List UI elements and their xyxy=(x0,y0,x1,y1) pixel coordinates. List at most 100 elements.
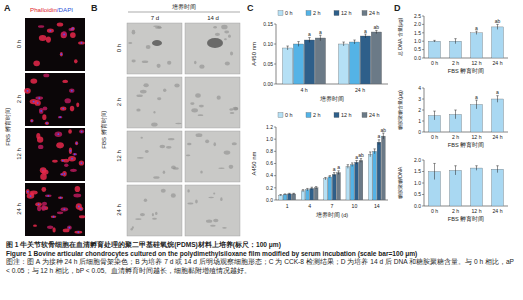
bar xyxy=(368,154,372,200)
cell-stain xyxy=(56,142,64,148)
significance-label: a xyxy=(378,133,381,139)
y-axis-label: A450 nm xyxy=(251,151,257,175)
cell-shape xyxy=(224,38,227,40)
cell-shape xyxy=(135,218,141,220)
error-cap xyxy=(351,162,353,163)
cell-stain xyxy=(58,116,63,118)
error-bar xyxy=(364,34,366,38)
cell-shape xyxy=(140,213,145,216)
cell-stain xyxy=(46,37,51,43)
x-axis-label: FBS 孵育时间 xyxy=(448,67,484,74)
bar xyxy=(328,177,332,200)
nucleus-stain xyxy=(62,108,64,110)
bar xyxy=(338,44,348,84)
error-stem xyxy=(434,40,435,42)
cell-stain xyxy=(55,131,63,136)
error-cap xyxy=(286,46,288,47)
y-tick-label: 4 xyxy=(418,85,421,91)
error-bar xyxy=(375,30,377,33)
cell-shape xyxy=(132,226,134,229)
row-label: 0 h xyxy=(16,40,22,48)
header-rule xyxy=(128,12,240,13)
bar xyxy=(360,36,370,84)
cell-stain xyxy=(72,153,77,155)
side-label: FBS 孵育时间 xyxy=(100,111,107,148)
bar xyxy=(377,142,381,200)
x-tick-label: 4 h xyxy=(300,87,307,93)
x-tick-label: 4 xyxy=(308,203,311,209)
header-part: Phalloidin xyxy=(30,6,57,13)
brightfield-image xyxy=(185,185,240,236)
bar xyxy=(349,42,359,84)
cell-stain xyxy=(41,187,46,192)
y-tick-label: 0.2 xyxy=(266,185,273,191)
cell-stain xyxy=(30,78,37,83)
y-tick-label: 1 xyxy=(418,118,421,124)
cell-stain xyxy=(62,80,68,83)
error-stem xyxy=(374,149,375,154)
legend-label: 12 h xyxy=(341,10,352,16)
error-cap xyxy=(433,40,435,41)
cell-stain xyxy=(68,156,76,162)
error-cap xyxy=(373,148,375,149)
cell-stain xyxy=(78,41,85,44)
cell-stain xyxy=(60,173,64,176)
cell-stain xyxy=(52,160,58,163)
cell-stain xyxy=(70,169,77,172)
error-cap xyxy=(382,133,384,134)
cell-stain xyxy=(69,148,72,154)
cell-stain xyxy=(70,32,76,38)
column-label: 14 d xyxy=(207,15,219,21)
cell-stain xyxy=(63,229,70,233)
y-tick-label: 2.0 xyxy=(414,157,421,163)
nucleus-stain xyxy=(76,142,78,144)
legend-swatch xyxy=(306,113,311,118)
legend-label: 24 h xyxy=(369,112,380,118)
nucleus-stain xyxy=(81,131,83,133)
error-stem xyxy=(329,176,330,178)
bar xyxy=(301,191,305,200)
brightfield-image xyxy=(185,77,240,128)
bar xyxy=(324,179,328,200)
cell-stain xyxy=(71,27,75,31)
fluorescence-image xyxy=(25,18,85,71)
x-tick-label: 12 h xyxy=(471,208,481,214)
cell-stain xyxy=(57,211,63,214)
y-axis xyxy=(424,160,425,206)
cell-stain xyxy=(35,96,43,100)
bar xyxy=(337,173,341,200)
column-label: 7 d xyxy=(151,15,159,21)
panel-label: C xyxy=(247,3,254,13)
significance-label: ab xyxy=(381,127,387,133)
cell-shape xyxy=(213,26,217,29)
bar xyxy=(359,160,363,200)
error-cap xyxy=(284,193,286,194)
y-tick-label: 0.8 xyxy=(266,148,273,154)
cell-shape xyxy=(141,137,143,139)
cell-stain xyxy=(42,205,46,211)
cell-shape xyxy=(174,84,179,88)
error-bar xyxy=(433,40,435,42)
error-bar xyxy=(279,195,281,196)
bar xyxy=(350,165,354,200)
cell-shape xyxy=(218,167,224,169)
error-stem xyxy=(497,166,498,173)
error-bar xyxy=(454,166,456,175)
cell-shape xyxy=(224,151,231,155)
bar xyxy=(492,99,504,132)
cell-shape xyxy=(153,111,155,114)
cell-shape xyxy=(225,61,230,65)
y-tick-label: 0.0 xyxy=(414,203,421,209)
error-stem xyxy=(334,173,335,177)
error-stem xyxy=(280,195,281,196)
cell-shape xyxy=(157,26,161,29)
brightfield-image xyxy=(185,131,240,182)
nucleus-stain xyxy=(57,133,59,135)
y-axis xyxy=(424,16,425,58)
bar xyxy=(304,40,314,84)
error-cap xyxy=(306,188,308,189)
cell-stain xyxy=(51,215,57,218)
error-cap xyxy=(496,165,498,166)
error-cap xyxy=(360,158,362,159)
brightfield-image xyxy=(185,23,240,74)
